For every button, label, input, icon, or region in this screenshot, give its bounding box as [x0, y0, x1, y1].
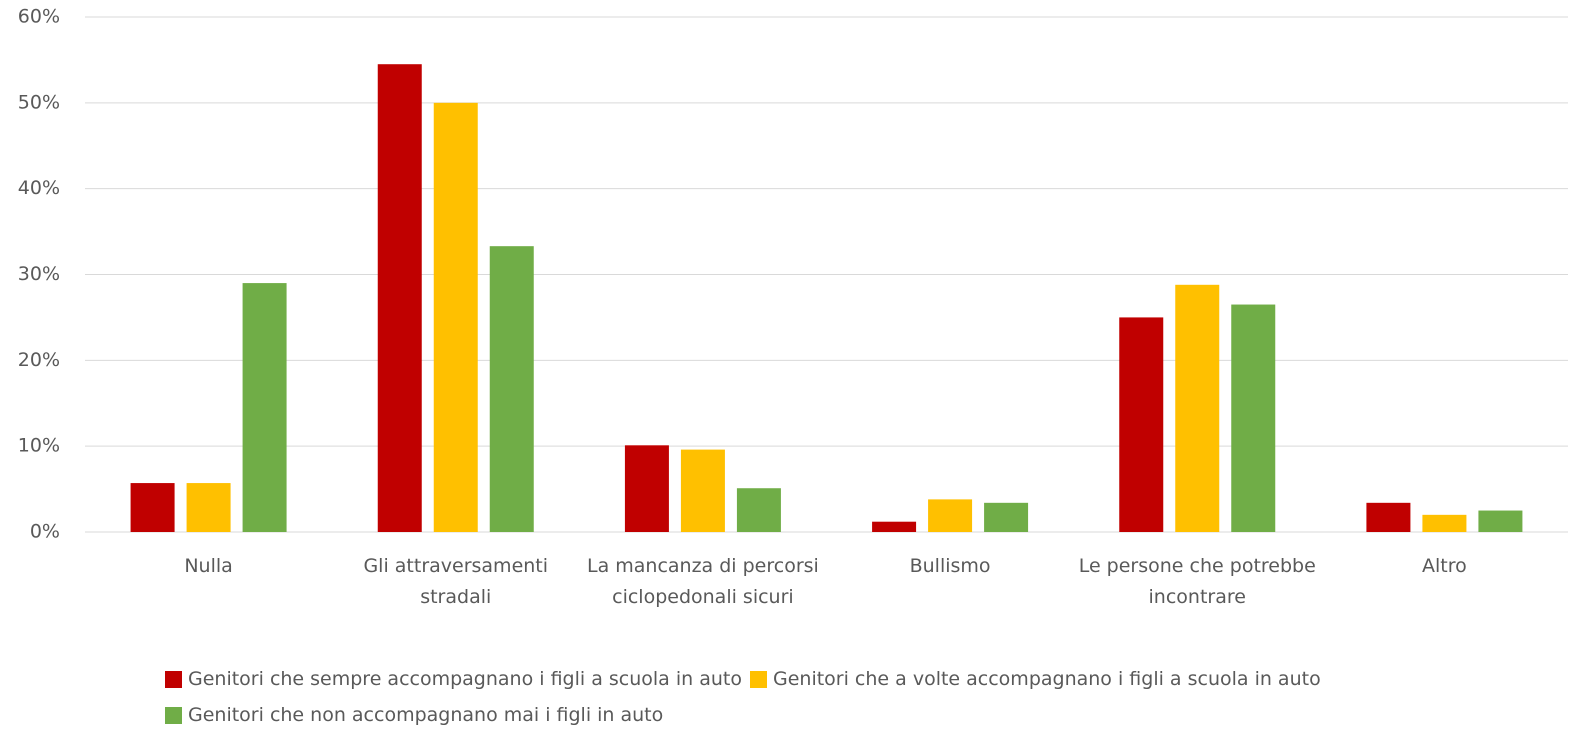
bar	[489, 246, 534, 533]
bar	[1119, 317, 1164, 532]
bar	[680, 449, 725, 532]
bar	[130, 483, 175, 532]
y-tick-label: 30%	[18, 263, 60, 285]
bar	[1422, 514, 1467, 532]
y-tick-label: 10%	[18, 435, 60, 457]
bar	[1175, 284, 1220, 532]
legend: Genitori che sempre accompagnano i figli…	[165, 668, 1465, 726]
legend-item: Genitori che sempre accompagnano i figli…	[165, 668, 742, 690]
x-tick-label: Le persone che potrebbe incontrare	[1078, 555, 1316, 608]
x-tick-label: La mancanza di percorsi ciclopedonali si…	[586, 555, 819, 608]
y-tick-label: 0%	[30, 521, 60, 543]
legend-item: Genitori che non accompagnano mai i figl…	[165, 704, 663, 726]
legend-swatch	[165, 706, 182, 724]
y-tick-label: 20%	[18, 349, 60, 371]
bar	[736, 488, 781, 532]
x-tick-label: Gli attraversamenti stradali	[363, 555, 549, 608]
bar	[1366, 502, 1411, 532]
legend-label: Genitori che sempre accompagnano i figli…	[188, 668, 742, 690]
y-tick-label: 40%	[18, 177, 60, 199]
legend-label: Genitori che non accompagnano mai i figl…	[188, 704, 664, 726]
legend-swatch	[165, 670, 182, 688]
bar	[928, 499, 973, 532]
bar	[624, 445, 669, 532]
bar	[433, 102, 478, 532]
x-tick-label: Bullismo	[909, 555, 991, 577]
bar	[242, 283, 287, 532]
x-tick-label: Nulla	[184, 555, 233, 577]
y-tick-label: 50%	[18, 91, 60, 113]
bar	[1478, 510, 1523, 532]
legend-swatch	[749, 670, 767, 688]
x-tick-label: Altro	[1422, 555, 1467, 577]
bar	[1231, 304, 1276, 532]
legend-item: Genitori che a volte accompagnano i figl…	[749, 668, 1321, 690]
bar	[984, 502, 1029, 532]
bar	[872, 521, 917, 532]
legend-label: Genitori che a volte accompagnano i figl…	[772, 668, 1321, 690]
bar	[377, 64, 422, 532]
y-tick-label: 60%	[18, 6, 60, 28]
bar	[186, 483, 231, 532]
